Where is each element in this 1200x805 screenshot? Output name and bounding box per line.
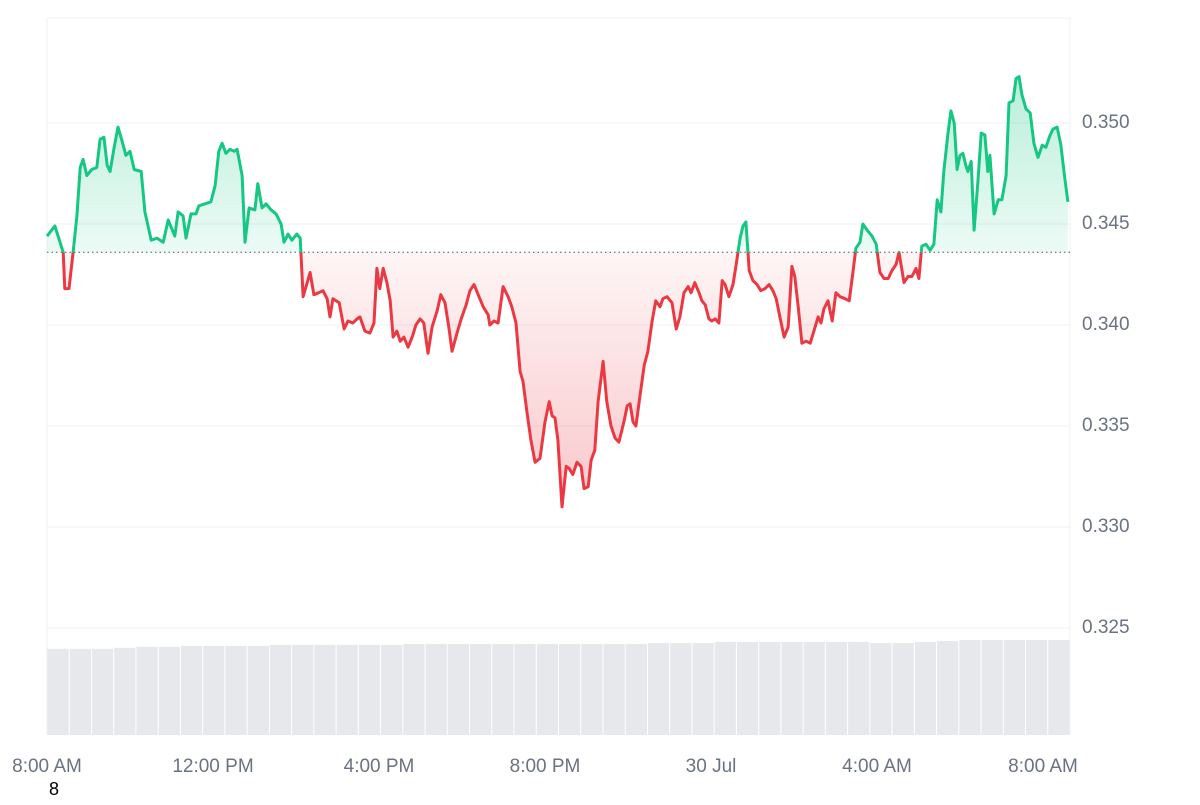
y-tick-label: 0.325 [1082,617,1130,638]
volume-bar [136,646,158,735]
volume-bar [781,641,803,735]
volume-bar [269,644,292,735]
volume-bar [425,643,447,735]
volume-bar [647,642,670,735]
volume-bar [536,643,558,735]
volume-bar [314,644,336,735]
x-tick-label: 12:00 PM [172,756,253,777]
volume-bar [914,641,937,735]
price-line [45,75,1070,509]
volume-bar [447,643,470,735]
volume-bar [937,640,959,735]
volume-bar [1026,640,1048,735]
x-tick-label: 30 Jul [686,756,737,777]
y-tick-label: 0.335 [1082,415,1130,436]
volume-bar [203,645,225,735]
x-tick-label: 8:00 PM [510,756,581,777]
volume-bar [959,640,981,735]
volume-bar [892,642,914,735]
volume-bar [670,642,692,735]
y-tick-label: 0.345 [1082,213,1130,234]
volume-bar [470,643,492,735]
volume-bar [69,648,91,735]
volume-bar [803,641,825,735]
y-tick-label: 0.340 [1082,314,1130,335]
volume-bar [625,643,647,735]
volume-bar [336,644,358,735]
volume-bar [825,641,848,735]
volume-bar [692,642,714,735]
volume-bar [358,644,381,735]
volume-bar [114,647,136,735]
volume-bar [292,644,314,735]
volume-bar [180,645,203,735]
area-fill [47,76,1068,507]
stray-label: 8 [49,779,59,799]
volume-bar [848,641,870,735]
volume-bar [736,641,759,735]
x-tick-label: 4:00 AM [842,756,912,777]
y-tick-label: 0.330 [1082,516,1130,537]
volume-bar [559,643,581,735]
volume-bar [158,646,180,735]
x-tick-label: 8:00 AM [1008,756,1078,777]
volume-bar [581,643,603,735]
x-tick-label: 4:00 PM [344,756,415,777]
x-tick-label: 8:00 AM [12,756,82,777]
volume-bar [603,643,625,735]
volume-bar [1048,640,1070,735]
y-tick-label: 0.350 [1082,112,1130,133]
volume-bar [492,643,514,735]
volume-bar [514,643,536,735]
volume-bar [1003,640,1026,735]
volume-bar [381,644,403,735]
volume-bar [225,645,247,735]
volume-bar [91,648,114,735]
volume-bar [247,645,269,735]
volume-bar [403,643,425,735]
volume-bar [981,640,1003,735]
volume-bar [870,642,892,735]
volume-bar [47,648,69,735]
volume-bar [759,641,781,735]
volume-bar [714,641,736,735]
